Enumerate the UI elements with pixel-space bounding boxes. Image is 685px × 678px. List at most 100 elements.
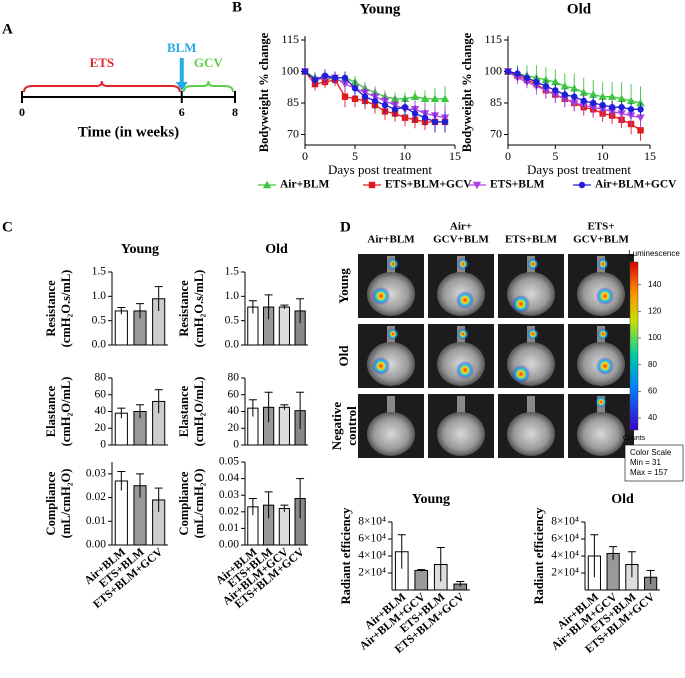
lung	[437, 412, 485, 456]
marker	[371, 97, 379, 105]
y-label-group: Resistance	[177, 280, 191, 337]
phase-label: GCV	[194, 55, 224, 70]
marker	[262, 180, 272, 189]
x-axis-label: Days post treatment	[527, 162, 631, 177]
marker	[541, 75, 551, 84]
row-label: control	[344, 406, 359, 446]
phase-bracket	[23, 80, 181, 93]
signal	[596, 287, 614, 305]
timeline-xlabel: Time (in weeks)	[78, 124, 179, 140]
scale-box	[624, 444, 684, 482]
phase-label: ETS	[90, 55, 115, 70]
y-tick-label: 1.5	[225, 266, 240, 278]
signal	[457, 258, 469, 270]
y-axis-label: Radiant efficiency	[532, 507, 546, 605]
signal	[527, 258, 539, 270]
marker	[636, 98, 645, 107]
legend-label: Air+BLM	[280, 179, 329, 191]
signal	[597, 328, 609, 340]
y-axis-label: Compliance	[177, 471, 191, 535]
row-label: Negative	[329, 402, 344, 451]
y-tick-label: 70	[490, 126, 502, 140]
panel-label: A	[2, 21, 13, 37]
marker	[391, 106, 399, 113]
y-label-group: Bodyweight % change	[460, 32, 474, 152]
marker	[400, 94, 410, 102]
y-tick-label: 1.0	[92, 290, 107, 302]
bar	[414, 569, 429, 591]
marker	[607, 92, 617, 100]
y-axis-label: (cmH₂O/mL)	[59, 377, 73, 447]
bar	[278, 306, 290, 346]
y-tick-label: 0	[233, 439, 239, 451]
colorbar-unit: Counts	[623, 435, 646, 442]
marker	[570, 84, 579, 92]
chart-title: Young	[121, 242, 159, 257]
legend-label: ETS+BLM	[490, 179, 545, 191]
y-tick-label: 115	[281, 32, 299, 46]
marker	[368, 181, 376, 189]
y-tick-label: 20	[228, 422, 240, 434]
y-tick-label: 1.0	[225, 290, 240, 302]
y-label-group: (mL/cmH₂O)	[192, 469, 206, 539]
lung	[577, 412, 625, 456]
y-tick-label: 100	[484, 63, 502, 77]
y-tick-label: 6×10⁴	[358, 533, 386, 545]
y-tick-label: 115	[484, 32, 502, 46]
marker	[331, 74, 339, 82]
y-label-group: (mL/cmH₂O)	[59, 469, 73, 539]
timeline-tick-label: 0	[19, 105, 25, 119]
y-tick-label: 40	[228, 405, 240, 417]
marker	[472, 181, 482, 190]
marker	[430, 94, 440, 102]
y-label-group: Compliance	[44, 471, 58, 535]
y-tick-label: 8×10⁴	[551, 516, 579, 528]
trachea	[387, 396, 395, 414]
y-axis-label: Elastance	[44, 385, 58, 437]
marker	[551, 77, 560, 86]
y-tick-label: 0.0	[225, 339, 240, 351]
colorbar-tick-label: 40	[648, 413, 657, 422]
marker	[420, 94, 430, 102]
y-tick-label: 60	[228, 388, 240, 400]
signal	[456, 361, 474, 379]
scale-note: Max = 157	[630, 468, 668, 477]
y-tick-label: 0.03	[86, 467, 106, 479]
marker	[560, 82, 569, 90]
bar	[278, 507, 290, 546]
y-tick-label: 0.00	[219, 539, 239, 551]
y-tick-label: 0.02	[219, 505, 239, 517]
arrow-label: BLM	[167, 40, 197, 55]
scale-note: Min = 31	[630, 458, 661, 467]
column-header: GCV+BLM	[573, 234, 629, 246]
x-tick-label: 0	[505, 149, 511, 163]
colorbar-title: Luminescence	[628, 249, 680, 258]
marker	[578, 181, 586, 189]
signal	[387, 258, 399, 270]
y-tick-label: 85	[287, 95, 299, 109]
row-header: Young	[336, 268, 351, 304]
marker	[571, 93, 578, 100]
marker	[590, 99, 597, 107]
marker	[627, 106, 635, 113]
y-axis-label: Resistance	[44, 280, 58, 337]
y-label-group: (cmH₂O/mL)	[192, 377, 206, 447]
y-tick-label: 4×10⁴	[358, 550, 386, 562]
x-tick-label: 15	[449, 149, 461, 163]
signal	[457, 328, 469, 340]
y-tick-label: 8×10⁴	[358, 516, 386, 528]
marker	[637, 127, 644, 134]
y-tick-label: 40	[95, 405, 107, 417]
y-axis-label: Elastance	[177, 385, 191, 437]
y-label-group: Radiant efficiency	[532, 507, 546, 605]
chart-title: Old	[265, 242, 288, 257]
x-tick-label: 5	[352, 149, 358, 163]
signal	[596, 357, 614, 375]
y-label-group: (cmH₂O/mL)	[59, 377, 73, 447]
signal	[456, 291, 474, 309]
x-axis-label: Days post treatment	[328, 162, 432, 177]
y-tick-label: 2×10⁴	[358, 567, 386, 579]
y-tick-label: 0.02	[86, 491, 106, 503]
signal	[372, 287, 390, 305]
